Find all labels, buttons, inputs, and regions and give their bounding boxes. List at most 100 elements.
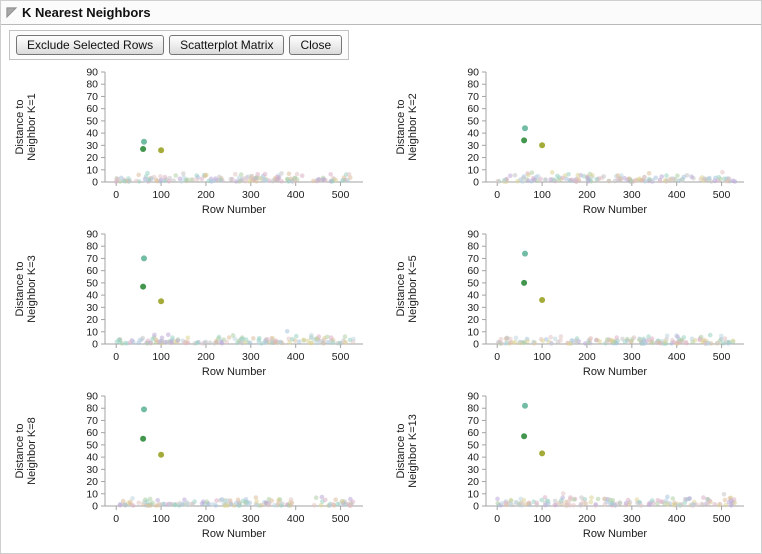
svg-text:400: 400: [287, 351, 305, 363]
charts-grid: 0 10 20 30 40 50 60 70 80 90 0 100 200 300 400 500 Row N…: [1, 63, 761, 549]
svg-text:500: 500: [713, 513, 731, 525]
svg-text:30: 30: [467, 464, 479, 476]
svg-text:60: 60: [467, 427, 479, 439]
svg-text:500: 500: [332, 513, 350, 525]
svg-text:200: 200: [197, 351, 215, 363]
svg-text:Neighbor K=2: Neighbor K=2: [407, 93, 419, 161]
svg-text:Row Number: Row Number: [583, 366, 648, 378]
svg-text:60: 60: [86, 103, 98, 115]
svg-text:0: 0: [113, 351, 119, 363]
button-panel: Exclude Selected Rows Scatterplot Matrix…: [9, 30, 350, 60]
svg-text:200: 200: [578, 351, 596, 363]
svg-text:Distance to: Distance to: [14, 423, 26, 478]
svg-text:80: 80: [86, 403, 98, 415]
svg-text:80: 80: [467, 241, 479, 253]
chart-k8[interactable]: 0 10 20 30 40 50 60 70 80 90 0 100 200 300 400 500 Row N…: [7, 388, 379, 548]
svg-text:90: 90: [86, 229, 98, 241]
chart-k3[interactable]: 0 10 20 30 40 50 60 70 80 90 0 100 200 300 400 500 Row N…: [7, 226, 379, 386]
svg-text:90: 90: [467, 391, 479, 403]
svg-text:70: 70: [467, 91, 479, 103]
svg-text:0: 0: [494, 351, 500, 363]
svg-text:20: 20: [467, 476, 479, 488]
svg-text:Row Number: Row Number: [202, 528, 267, 540]
svg-text:40: 40: [86, 452, 98, 464]
svg-text:90: 90: [467, 67, 479, 79]
svg-text:30: 30: [86, 302, 98, 314]
svg-text:70: 70: [86, 253, 98, 265]
svg-text:400: 400: [668, 513, 686, 525]
svg-text:10: 10: [86, 164, 98, 176]
svg-text:10: 10: [467, 488, 479, 500]
svg-text:300: 300: [623, 189, 641, 201]
svg-text:30: 30: [86, 140, 98, 152]
svg-text:70: 70: [86, 91, 98, 103]
svg-text:Row Number: Row Number: [583, 528, 648, 540]
svg-text:400: 400: [287, 189, 305, 201]
svg-text:60: 60: [467, 265, 479, 277]
svg-text:50: 50: [467, 277, 479, 289]
svg-text:200: 200: [578, 513, 596, 525]
svg-text:Row Number: Row Number: [583, 204, 648, 216]
svg-text:0: 0: [494, 189, 500, 201]
svg-text:200: 200: [578, 189, 596, 201]
svg-text:50: 50: [86, 439, 98, 451]
svg-text:70: 70: [86, 415, 98, 427]
svg-text:0: 0: [113, 189, 119, 201]
svg-text:400: 400: [287, 513, 305, 525]
svg-text:30: 30: [467, 302, 479, 314]
svg-text:Neighbor K=5: Neighbor K=5: [407, 255, 419, 323]
svg-text:30: 30: [467, 140, 479, 152]
svg-text:60: 60: [86, 427, 98, 439]
svg-text:10: 10: [467, 326, 479, 338]
svg-text:50: 50: [467, 115, 479, 127]
chart-k13[interactable]: 0 10 20 30 40 50 60 70 80 90 0 100 200 300 400 500 Row N…: [388, 388, 760, 548]
chart-k1[interactable]: 0 10 20 30 40 50 60 70 80 90 0 100 200 300 400 500 Row N…: [7, 64, 379, 224]
svg-text:60: 60: [86, 265, 98, 277]
svg-text:80: 80: [86, 241, 98, 253]
svg-text:80: 80: [467, 403, 479, 415]
svg-text:10: 10: [86, 326, 98, 338]
disclosure-triangle-icon[interactable]: [4, 6, 18, 20]
svg-text:0: 0: [473, 501, 479, 513]
svg-text:300: 300: [242, 189, 260, 201]
svg-text:20: 20: [86, 152, 98, 164]
outline-header: K Nearest Neighbors: [1, 1, 761, 25]
svg-text:Neighbor K=3: Neighbor K=3: [26, 255, 38, 323]
svg-text:20: 20: [467, 314, 479, 326]
svg-text:0: 0: [113, 513, 119, 525]
svg-text:300: 300: [242, 351, 260, 363]
svg-text:90: 90: [467, 229, 479, 241]
svg-text:100: 100: [152, 513, 170, 525]
svg-text:50: 50: [467, 439, 479, 451]
svg-text:40: 40: [467, 128, 479, 140]
svg-text:100: 100: [533, 513, 551, 525]
svg-text:20: 20: [86, 314, 98, 326]
svg-text:0: 0: [92, 177, 98, 189]
chart-k5[interactable]: 0 10 20 30 40 50 60 70 80 90 0 100 200 300 400 500 Row N…: [388, 226, 760, 386]
svg-text:50: 50: [86, 277, 98, 289]
svg-text:10: 10: [86, 488, 98, 500]
close-button[interactable]: Close: [289, 35, 343, 55]
svg-text:100: 100: [152, 351, 170, 363]
exclude-selected-rows-button[interactable]: Exclude Selected Rows: [16, 35, 165, 55]
svg-text:500: 500: [332, 351, 350, 363]
svg-text:200: 200: [197, 189, 215, 201]
svg-text:500: 500: [713, 351, 731, 363]
svg-text:Distance to: Distance to: [14, 261, 26, 316]
svg-text:10: 10: [467, 164, 479, 176]
svg-text:100: 100: [152, 189, 170, 201]
svg-text:500: 500: [332, 189, 350, 201]
scatterplot-matrix-button[interactable]: Scatterplot Matrix: [169, 35, 285, 55]
svg-text:40: 40: [86, 128, 98, 140]
svg-text:0: 0: [92, 339, 98, 351]
svg-text:60: 60: [467, 103, 479, 115]
svg-text:300: 300: [623, 513, 641, 525]
svg-text:40: 40: [467, 290, 479, 302]
svg-text:40: 40: [467, 452, 479, 464]
svg-text:0: 0: [473, 177, 479, 189]
svg-text:20: 20: [86, 476, 98, 488]
chart-k2[interactable]: 0 10 20 30 40 50 60 70 80 90 0 100 200 300 400 500 Row N…: [388, 64, 760, 224]
svg-text:30: 30: [86, 464, 98, 476]
svg-text:50: 50: [86, 115, 98, 127]
